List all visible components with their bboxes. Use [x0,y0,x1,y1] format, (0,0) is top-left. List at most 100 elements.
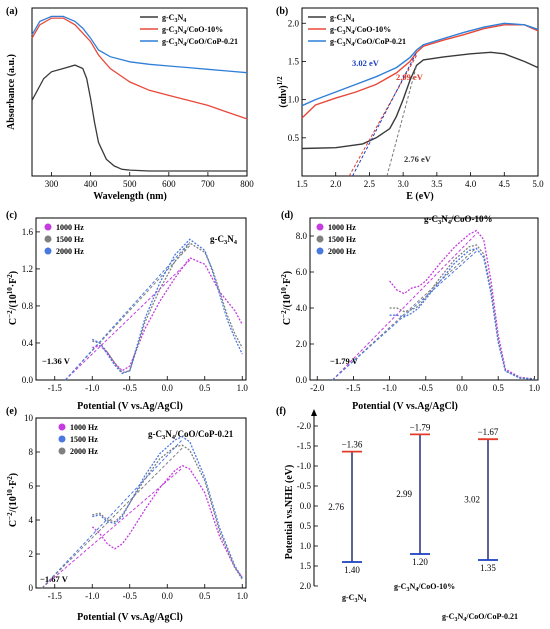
xtick-label-d-5: 0.5 [493,383,505,393]
series-line-d-1 [389,244,535,380]
bandgap-label-coo: 2.99 eV [396,72,424,82]
legend-sub-a-0-a: 3 [174,18,177,24]
legend-n-f-cat-0: N [357,593,363,602]
ytick-label-f-5: 0.5 [300,521,312,531]
plot-frame-c [35,217,247,381]
xtick-label-b-7: 5.0 [532,179,544,189]
title-d-rest: /CoO-10% [450,214,493,224]
title-d: g-C3N4/CoO-10% [424,214,493,226]
flatband-d: −1.79 V [330,356,359,366]
legend-label-e-1: 1500 Hz [70,435,98,444]
ylabel-d-exp3: 2 [280,274,288,278]
legend-label-c-2: 2000 Hz [56,247,84,256]
series-line-e-1 [92,435,243,579]
xtick-label-a-1: 400 [84,179,98,189]
ytick-label-f-2: -1.0 [297,461,312,471]
ytick-label-d-0: 0.0 [296,375,308,385]
legend-rest-a-2: /CoO/CoP-0.21 [185,37,238,46]
xtick-label-c-2: -0.5 [123,383,138,393]
xtick-label-d-1: -1.5 [346,383,361,393]
title-e: g-C3N4/CoO/CoP-0.21 [148,429,234,441]
fit-line-e-2 [41,447,183,589]
fit-line-e-1 [41,439,183,589]
legend-label-b-1: g-C3N4/CoO-10% [330,25,391,36]
ytick-label-c-4: 1.6 [22,227,34,237]
xtick-label-d-0: -2.0 [310,383,325,393]
bandgap-label-cop: 3.02 eV [352,58,380,68]
ylabel-c-end: ·F [8,278,19,287]
title-d-sub2: 4 [448,219,452,226]
ylabel-d-mid: /(10 [282,294,293,311]
series-line-a-2 [31,15,248,74]
ylabel-e: C−2/(1010·F2) [6,473,19,527]
legend-sub-a-2-b: 4 [183,42,186,48]
xtick-label-a-0: 300 [45,179,59,189]
ylabel-e-mid: /(10 [8,496,19,513]
ylabel-e-close: ) [8,473,19,476]
ytick-label-c-1: 0.4 [22,338,34,348]
legend-label-f-cat-0: g-C3N4 [342,593,366,604]
xtick-label-b-3: 3.0 [398,179,410,189]
legend-marker-c-0 [44,223,52,231]
plot-frame-a [31,7,248,177]
gap-label-f-2: 3.02 [464,495,480,505]
ytick-label-e-4: 8 [29,447,34,457]
flatband-c: −1.36 V [42,356,71,366]
ylabel-e-exp2: 10 [6,489,14,497]
ytick-label-f-0: -2.0 [297,421,312,431]
legend-label-c-1: 1500 Hz [56,235,84,244]
xtick-label-d-6: 1.0 [529,383,541,393]
legend-label-f-cat-2: g-C3N4/CoO/CoP-0.21 [442,612,518,623]
legend-n-a-2: N [177,37,183,46]
legend-sub-f-cat-0-b: 4 [363,598,366,604]
legend-n-b-0: N [345,13,351,22]
gap-label-f-0: 2.76 [328,502,344,512]
xlabel-d: Potential (V vs.Ag/AgCl) [352,401,458,412]
panel-label-b: (b) [276,6,288,17]
ytick-label-f-1: -1.5 [297,441,312,451]
legend-label-b-2: g-C3N4/CoO/CoP-0.21 [330,37,406,48]
legend-sub-b-1-b: 4 [351,30,354,36]
title-e-n: N [165,429,172,439]
ytick-label-d-2: 4.0 [296,303,308,313]
axis-arrow-f [311,409,317,416]
fit-line-b-0 [386,65,418,177]
ytick-label-b-1: 1.0 [288,95,300,105]
ylabel-c-exp3: 2 [6,274,14,278]
legend-marker-e-1 [58,435,66,443]
title-c-sub2: 4 [234,239,238,246]
legend-marker-c-2 [44,247,52,255]
bandgap-label-cn: 2.76 eV [404,154,432,164]
flatband-e: −1.67 V [40,574,69,584]
ylabel-d: C−2/(1010·F2) [280,271,293,325]
ytick-label-d-3: 6.0 [296,267,308,277]
series-line-d-0 [389,229,535,380]
ylabel-f: Potential vs.NHE (eV) [284,465,295,560]
ylabel-d-exp1: −2 [280,310,288,318]
ytick-label-b-0: 0.5 [288,133,300,143]
ytick-label-c-2: 0.8 [22,301,34,311]
xtick-label-b-1: 2.0 [330,179,342,189]
title-e-sub1: 3 [162,434,166,441]
ylabel-c: C−2/(1010·F2) [6,271,19,325]
series-line-c-1 [92,242,243,374]
plot-frame-b [301,7,539,177]
ytick-label-f-8: 2.0 [300,581,312,591]
cb-label-f-0: −1.36 [342,440,363,450]
title-d-sub1: 3 [438,219,442,226]
legend-label-c-0: 1000 Hz [56,223,84,232]
legend-sub-f-cat-1-a: 3 [406,587,409,593]
legend-sub-a-2-a: 3 [174,42,177,48]
legend-sub-b-2-a: 3 [342,42,345,48]
legend-marker-e-0 [58,423,66,431]
ytick-label-b-2: 1.5 [288,56,300,66]
ylabel-e-exp3: 2 [6,476,14,480]
fit-line-d-2 [332,250,477,381]
vb-label-f-0: 1.40 [344,565,360,575]
gap-label-f-1: 2.99 [396,489,412,499]
fit-line-b-1 [348,55,418,177]
ytick-label-f-6: 1.0 [300,541,312,551]
legend-rest-f-cat-1: /CoO-10% [417,582,455,591]
title-c-n: N [227,234,234,244]
vb-label-f-1: 1.20 [412,557,428,567]
